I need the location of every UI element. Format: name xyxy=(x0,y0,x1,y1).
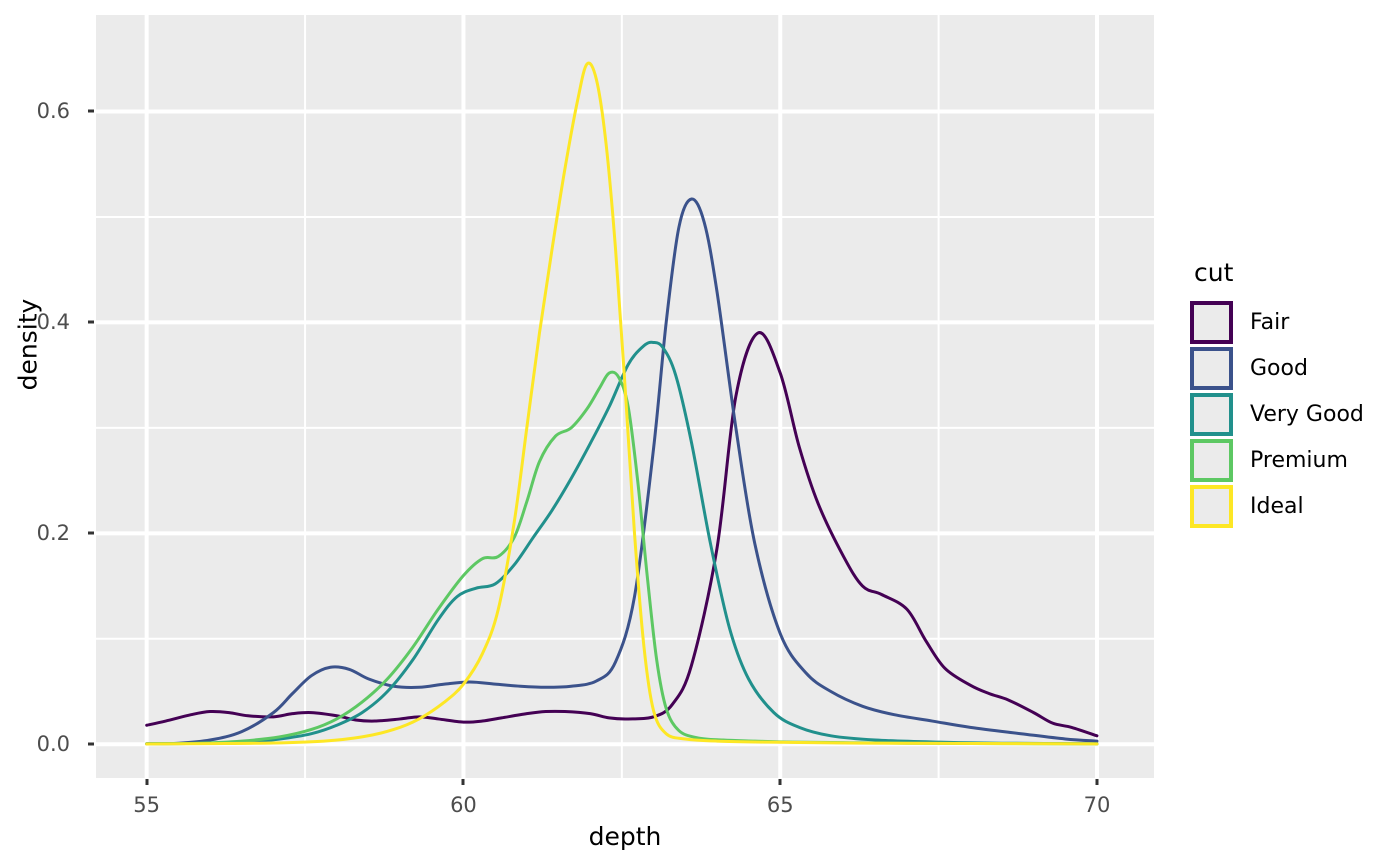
x-tick-mark xyxy=(145,779,149,785)
density-curve-ideal xyxy=(145,61,1099,746)
legend-item-good[interactable]: Good xyxy=(1190,345,1390,391)
y-axis: 0.0 0.2 0.4 0.6 xyxy=(0,0,94,866)
x-tick-label: 65 xyxy=(766,793,794,817)
y-tick-label: 0.2 xyxy=(36,521,70,546)
x-tick-label: 55 xyxy=(133,793,161,817)
legend-item-label: Premium xyxy=(1250,447,1348,473)
density-curve-good xyxy=(145,197,1099,746)
y-tick-mark xyxy=(88,531,94,535)
x-axis-title: depth xyxy=(588,822,662,851)
legend: cut Fair Good Very Good Premium Ideal xyxy=(1190,258,1390,529)
legend-item-fair[interactable]: Fair xyxy=(1190,299,1390,345)
x-tick-mark xyxy=(1095,779,1099,785)
legend-key-swatch xyxy=(1190,392,1233,436)
x-tick-label: 70 xyxy=(1083,793,1111,817)
legend-title: cut xyxy=(1194,258,1234,287)
legend-key-swatch xyxy=(1190,484,1233,528)
y-tick-mark xyxy=(88,109,94,113)
legend-item-label: Very Good xyxy=(1250,401,1364,427)
density-curve-very-good xyxy=(145,340,1099,746)
x-tick-label: 60 xyxy=(450,793,477,817)
legend-key-swatch xyxy=(1190,438,1233,482)
y-tick-mark xyxy=(88,320,94,324)
legend-item-label: Good xyxy=(1250,355,1308,381)
density-curve-fair xyxy=(145,331,1099,738)
legend-key-swatch xyxy=(1190,300,1233,344)
density-curves xyxy=(145,61,1099,746)
legend-key-swatch xyxy=(1190,346,1233,390)
legend-item-label: Fair xyxy=(1250,309,1290,335)
x-tick-mark xyxy=(778,779,782,785)
x-tick-mark xyxy=(461,779,465,785)
y-tick-label: 0.0 xyxy=(36,732,70,757)
plot-panel xyxy=(96,15,1154,778)
legend-items: Fair Good Very Good Premium Ideal xyxy=(1190,299,1390,529)
y-tick-label: 0.4 xyxy=(36,310,70,335)
legend-item-label: Ideal xyxy=(1250,493,1304,519)
y-tick-mark xyxy=(88,742,94,746)
legend-item-ideal[interactable]: Ideal xyxy=(1190,483,1390,529)
legend-item-premium[interactable]: Premium xyxy=(1190,437,1390,483)
y-tick-label: 0.6 xyxy=(36,99,70,124)
legend-item-very-good[interactable]: Very Good xyxy=(1190,391,1390,437)
